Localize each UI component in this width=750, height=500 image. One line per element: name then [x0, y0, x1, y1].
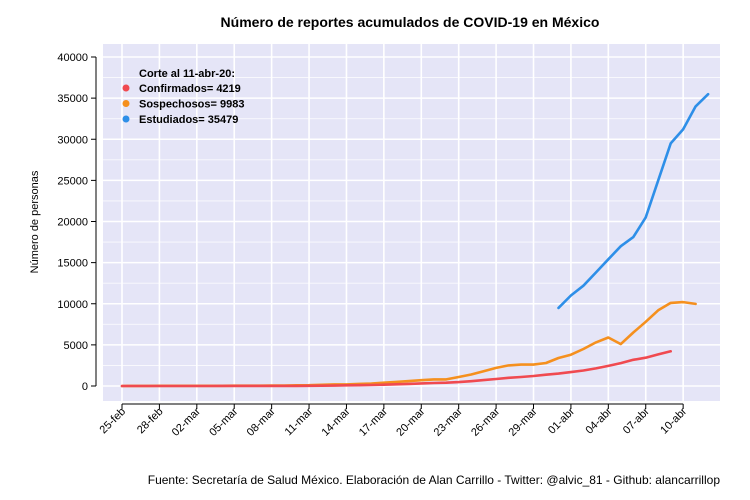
- y-tick-label: 0: [82, 381, 88, 393]
- x-tick-label: 08-mar: [245, 405, 278, 438]
- legend: Corte al 11-abr-20: Confirmados= 4219 Sosp…: [122, 68, 244, 126]
- x-tick-label: 04-abr: [583, 405, 614, 436]
- x-tick-label: 14-mar: [319, 405, 352, 438]
- x-tick-label: 11-mar: [283, 405, 316, 438]
- grid-lines: [103, 44, 720, 401]
- series-line-confirmados: [120, 349, 673, 388]
- y-tick-label: 35000: [57, 93, 88, 105]
- x-tick-label: 23-mar: [432, 405, 465, 438]
- y-tick-label: 10000: [57, 299, 88, 311]
- chart-title: Número de reportes acumulados de COVID-1…: [221, 14, 600, 30]
- x-tick-label: 28-feb: [135, 406, 166, 437]
- x-axis: 25-feb 28-feb 02-mar 05-mar 08-mar 11-mar 14-m…: [98, 403, 690, 439]
- legend-label-estudiados: Estudiados= 35479: [139, 114, 238, 126]
- x-tick-label: 25-feb: [98, 406, 129, 437]
- x-tick-label: 01-abr: [546, 405, 577, 436]
- legend-label-sospechosos: Sospechosos= 9983: [139, 99, 244, 111]
- legend-marker-sospechosos: [122, 100, 130, 107]
- y-tick-label: 5000: [64, 340, 88, 352]
- x-tick-label: 05-mar: [207, 405, 240, 438]
- x-tick-label: 17-mar: [357, 405, 390, 438]
- legend-title: Corte al 11-abr-20:: [139, 68, 235, 80]
- y-tick-label: 40000: [57, 52, 88, 64]
- x-tick-label: 10-abr: [658, 405, 689, 436]
- series-lines: [120, 92, 710, 388]
- y-axis-title: Número de personas: [29, 170, 41, 273]
- y-axis: 0 5000 10000 15000 20000 25000 30000 35000 40000: [57, 52, 97, 393]
- x-tick-label: 29-mar: [507, 405, 540, 438]
- x-tick-label: 26-mar: [469, 405, 502, 438]
- legend-marker-confirmados: [122, 84, 130, 92]
- y-tick-label: 15000: [57, 258, 88, 270]
- y-tick-label: 30000: [57, 134, 88, 146]
- x-tick-label: 20-mar: [394, 405, 427, 438]
- y-tick-label: 25000: [57, 175, 88, 187]
- legend-marker-estudiados: [122, 115, 130, 123]
- series-line-estudiados: [557, 92, 710, 310]
- x-tick-label: 07-abr: [621, 405, 652, 436]
- y-tick-label: 20000: [57, 217, 88, 229]
- legend-label-confirmados: Confirmados= 4219: [139, 83, 241, 95]
- caption: Fuente: Secretaría de Salud México. Elab…: [148, 473, 721, 487]
- x-tick-label: 02-mar: [170, 405, 203, 438]
